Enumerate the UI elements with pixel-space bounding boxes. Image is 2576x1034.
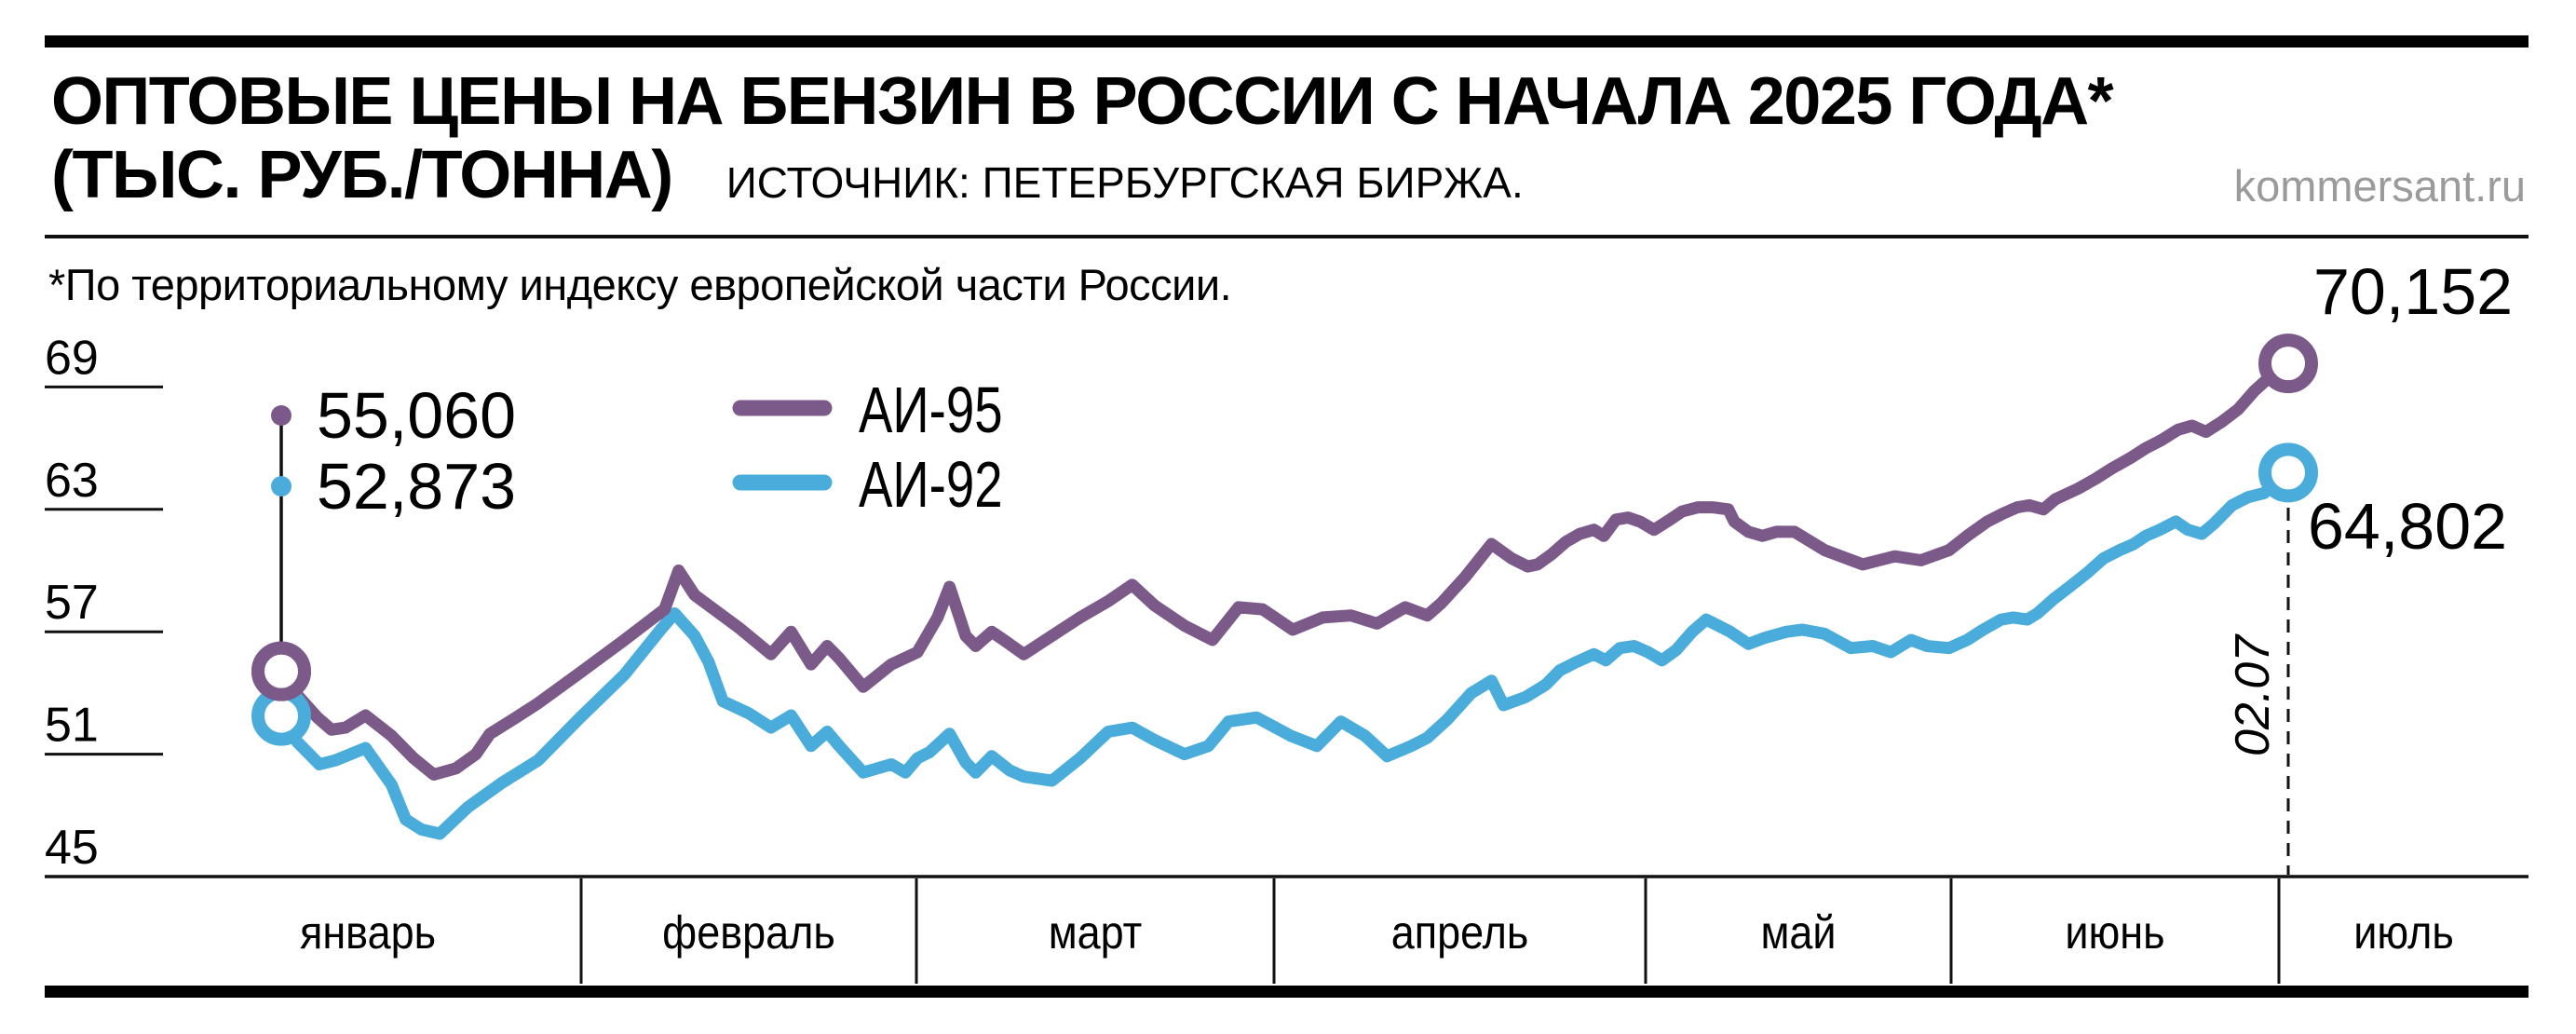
y-tick-label-57: 57 <box>45 576 99 630</box>
legend-label-АИ-95: АИ-95 <box>859 374 1003 447</box>
header: ОПТОВЫЕ ЦЕНЫ НА БЕНЗИН В РОССИИ С НАЧАЛА… <box>51 64 2114 212</box>
y-tick-label-51: 51 <box>45 699 99 753</box>
footnote: *По территориальному индексу европейской… <box>48 260 1232 309</box>
page-title-line2: (ТЫС. РУБ./ТОННА) <box>51 138 673 212</box>
x-month-label-апрель: апрель <box>1391 907 1529 959</box>
end-value-label-АИ-95: 70,152 <box>2313 255 2513 328</box>
end-value-label-АИ-92: 64,802 <box>2308 490 2507 563</box>
kommersant-logo: kommersant.ru <box>2233 161 2526 211</box>
start-marker-top-АИ-95 <box>251 641 311 701</box>
series-line-АИ-95 <box>275 357 2295 781</box>
x-month-label-февраль: февраль <box>662 907 835 959</box>
y-tick-label-69: 69 <box>45 331 99 385</box>
header-rule <box>45 235 2529 238</box>
y-tick-label-45: 45 <box>45 821 99 875</box>
start-value-dot-АИ-92 <box>271 476 291 497</box>
end-marker-АИ-92 <box>2258 442 2318 503</box>
page-title-line1: ОПТОВЫЕ ЦЕНЫ НА БЕНЗИН В РОССИИ С НАЧАЛА… <box>51 64 2114 139</box>
x-month-label-май: май <box>1760 907 1836 959</box>
start-value-label-АИ-92: 52,873 <box>317 450 516 523</box>
x-month-label-март: март <box>1049 907 1143 959</box>
series-line-АИ-92 <box>275 466 2295 840</box>
x-month-label-июль: июль <box>2353 907 2454 959</box>
start-value-dot-АИ-95 <box>271 405 291 426</box>
start-value-label-АИ-95: 55,060 <box>317 379 516 452</box>
source-label: ИСТОЧНИК: ПЕТЕРБУРГСКАЯ БИРЖА. <box>725 158 1524 207</box>
x-month-label-июнь: июнь <box>2065 907 2164 959</box>
end-marker-АИ-95 <box>2258 333 2318 394</box>
bottom-bar-rule <box>45 986 2529 998</box>
y-tick-label-63: 63 <box>45 454 99 508</box>
top-bar-rule <box>45 35 2529 48</box>
legend-label-АИ-92: АИ-92 <box>859 449 1003 522</box>
end-date-label: 02.07 <box>2226 633 2280 756</box>
x-month-label-январь: январь <box>300 907 436 959</box>
